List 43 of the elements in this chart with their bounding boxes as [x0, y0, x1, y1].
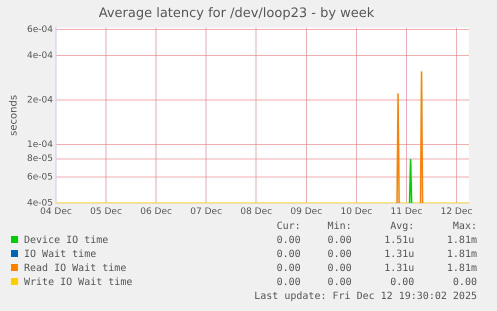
chart-title: Average latency for /dev/loop23 - by week — [98, 6, 375, 22]
x-tick-label: 11 Dec — [390, 206, 422, 217]
x-tick-label: 05 Dec — [90, 206, 122, 217]
text: 1.81m — [446, 248, 478, 262]
legend-label: Read IO Wait time — [23, 262, 128, 276]
legend-label: Device IO time — [23, 234, 110, 248]
text: Avg: — [389, 220, 416, 234]
text: Last update: Fri Dec 12 19:30:02 2025 — [253, 290, 478, 304]
text: Min: — [326, 220, 353, 234]
text: 0.00 — [276, 262, 302, 276]
text: 0.00 — [389, 276, 416, 290]
text: 1.31u — [383, 262, 416, 276]
text: 0.00 — [326, 234, 353, 248]
y-axis-title: seconds — [8, 94, 20, 136]
x-tick-label: 12 Dec — [440, 206, 472, 217]
legend-label: Write IO Wait time — [23, 276, 134, 290]
x-tick-label: 06 Dec — [140, 206, 172, 217]
y-tick-label: 8e-05 — [26, 154, 53, 164]
text: 1.51u — [383, 234, 416, 248]
text: 0.00 — [326, 262, 353, 276]
x-tick-label: 04 Dec — [40, 206, 72, 217]
y-tick-label: 4e-04 — [26, 51, 54, 62]
y-tick-label: 6e-04 — [26, 25, 54, 36]
text: Cur: — [276, 220, 302, 234]
y-tick-label: 2e-04 — [26, 95, 54, 106]
text: 1.81m — [446, 262, 478, 276]
text: 0.00 — [276, 234, 302, 248]
x-tick-label: 08 Dec — [240, 206, 272, 217]
text: 0.00 — [276, 276, 302, 290]
y-tick-label: 6e-05 — [26, 172, 53, 183]
y-tick-label: 1e-04 — [26, 140, 54, 150]
x-tick-label: 09 Dec — [290, 206, 322, 217]
text: 0.00 — [326, 248, 353, 262]
text: 0.00 — [276, 248, 302, 262]
text: 0.00 — [326, 276, 353, 290]
text: Max: — [452, 220, 478, 234]
text: 1.81m — [446, 234, 478, 248]
x-tick-label: 10 Dec — [340, 206, 372, 217]
legend-label: IO Wait time — [23, 248, 98, 262]
y-tick-label: 4e-05 — [26, 198, 53, 209]
x-tick-label: 07 Dec — [190, 206, 222, 217]
text: 1.31u — [383, 248, 416, 262]
text: 0.00 — [452, 276, 478, 290]
